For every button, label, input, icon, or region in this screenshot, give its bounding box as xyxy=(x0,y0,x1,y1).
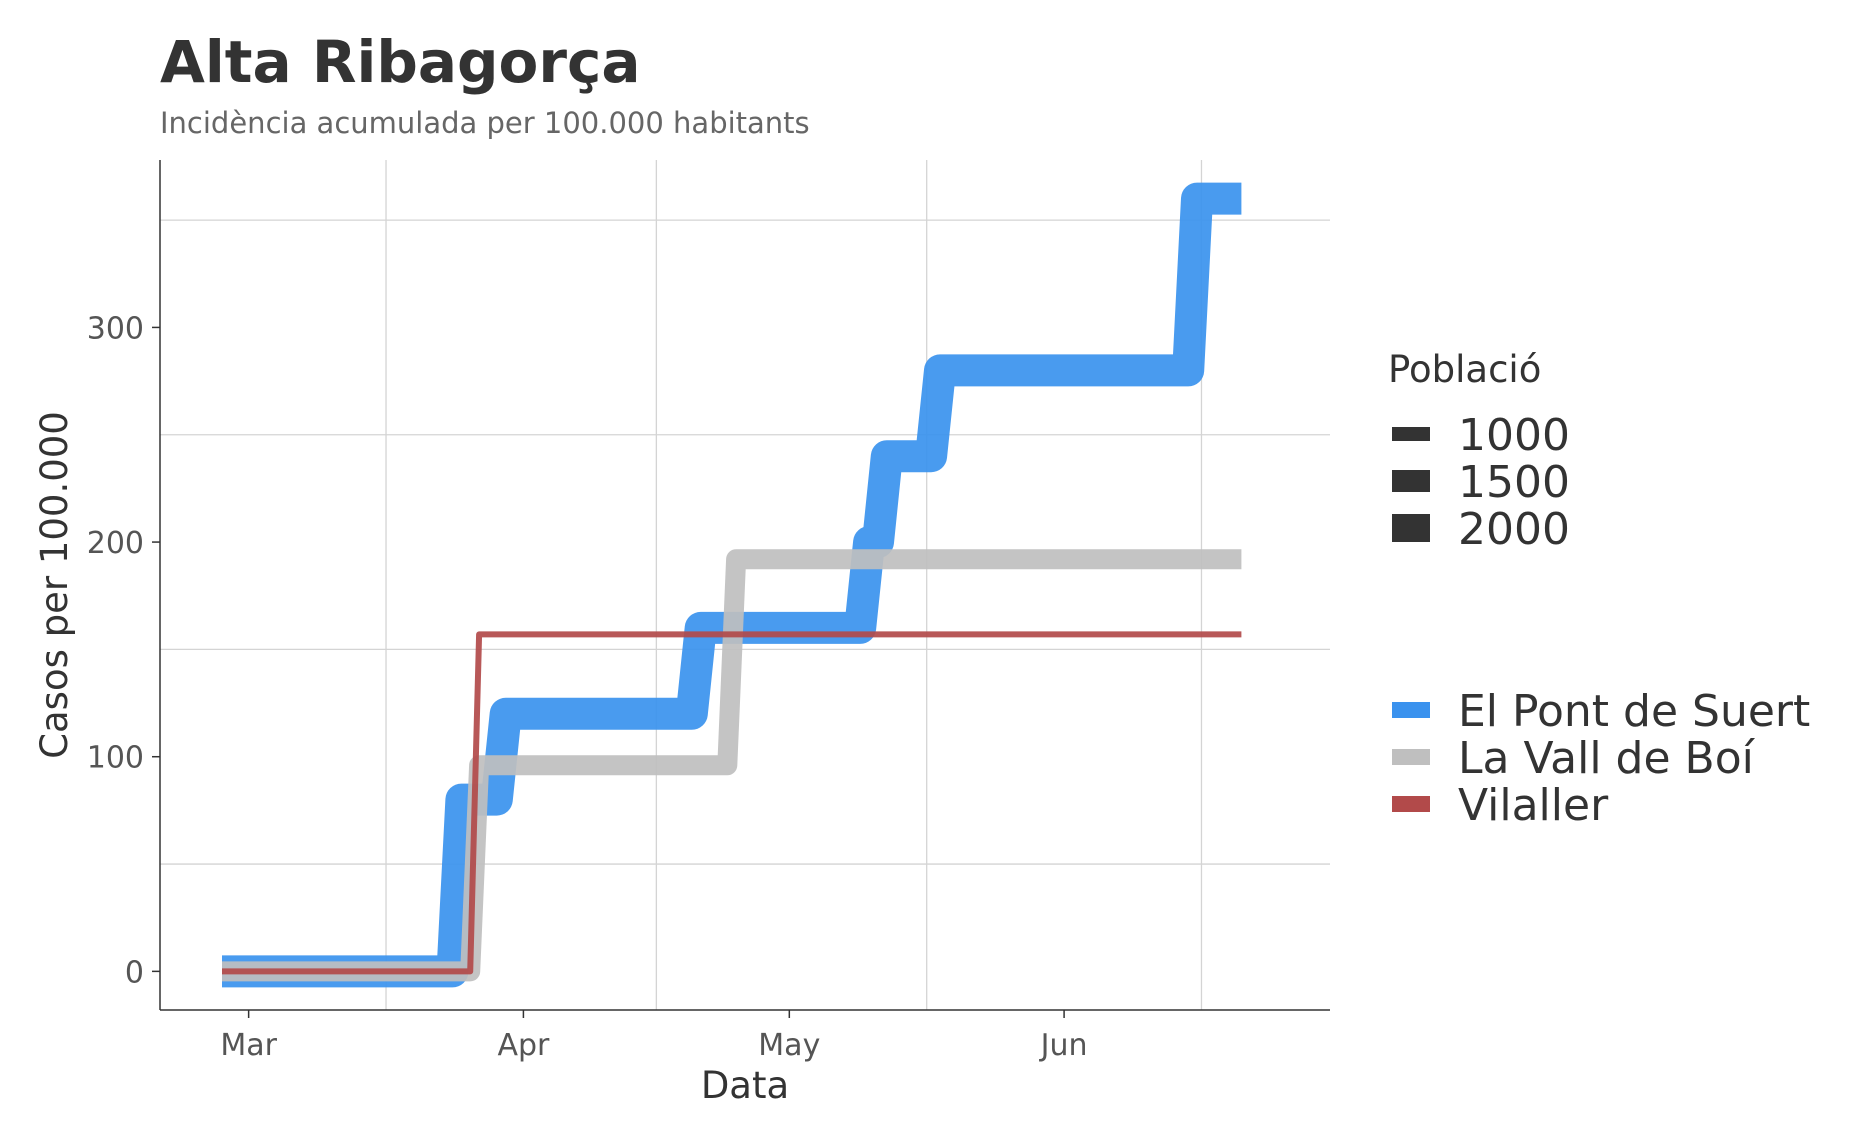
legend-size-title: Població xyxy=(1388,348,1541,391)
series-line-la-vall-de-bo- xyxy=(222,549,1242,982)
legend-color-label: El Pont de Suert xyxy=(1458,686,1810,737)
x-ticks: Mar Apr May Jun xyxy=(220,1010,1088,1063)
y-tick-label: 200 xyxy=(87,526,144,561)
series-layer xyxy=(222,182,1242,988)
chart-title: Alta Ribagorça xyxy=(160,28,641,96)
legend-color-label: Vilaller xyxy=(1458,780,1609,831)
legend-size-label: 1500 xyxy=(1458,457,1570,508)
series-line-vilaller xyxy=(222,631,1242,975)
x-tick-label: May xyxy=(758,1028,820,1063)
legend-size-swatch xyxy=(1392,470,1430,492)
y-tick-label: 100 xyxy=(87,741,144,776)
chart-subtitle: Incidència acumulada per 100.000 habitan… xyxy=(160,106,810,140)
y-tick-label: 300 xyxy=(87,311,144,346)
legend-color-swatch xyxy=(1392,796,1430,812)
legend-size-label: 2000 xyxy=(1458,504,1570,555)
legend-size-swatch xyxy=(1392,427,1430,441)
legend-color-label: La Vall de Boí xyxy=(1458,733,1756,784)
legend-size-swatch xyxy=(1392,514,1430,542)
legend-size-label: 1000 xyxy=(1458,410,1570,461)
x-tick-label: Apr xyxy=(497,1028,550,1063)
x-tick-label: Jun xyxy=(1039,1028,1088,1063)
legend-color-swatch xyxy=(1392,702,1430,718)
legend-color-swatch xyxy=(1392,749,1430,765)
x-tick-label: Mar xyxy=(220,1028,277,1063)
y-ticks: 0 100 200 300 xyxy=(87,311,160,990)
x-axis-title: Data xyxy=(701,1064,789,1107)
y-tick-label: 0 xyxy=(125,955,144,990)
y-axis-title: Casos per 100.000 xyxy=(33,411,76,759)
